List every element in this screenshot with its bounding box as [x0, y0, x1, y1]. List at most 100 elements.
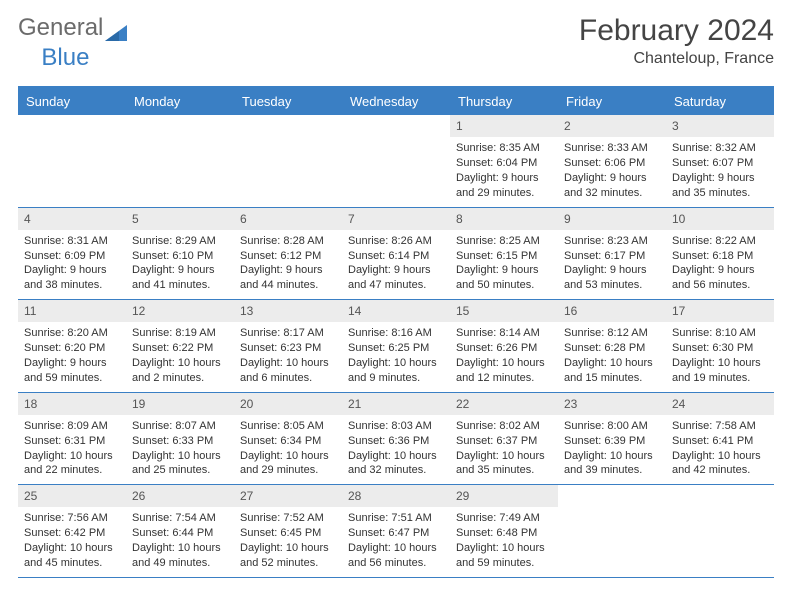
- sunset-text: Sunset: 6:15 PM: [456, 249, 552, 264]
- calendar-cell: 1 Sunrise: 8:35 AMSunset: 6:04 PMDaylight…: [450, 115, 558, 207]
- day-number: 24: [666, 393, 774, 415]
- sunrise-text: Sunrise: 7:54 AM: [132, 511, 228, 526]
- day-number: 9: [558, 208, 666, 230]
- dayhead-saturday: Saturday: [666, 88, 774, 115]
- day-number: 12: [126, 300, 234, 322]
- sunrise-text: Sunrise: 7:52 AM: [240, 511, 336, 526]
- day-number: 29: [450, 485, 558, 507]
- dayhead-sunday: Sunday: [18, 88, 126, 115]
- day-number: 6: [234, 208, 342, 230]
- calendar-cell: 3Sunrise: 8:32 AMSunset: 6:07 PMDaylight…: [666, 115, 774, 207]
- sunrise-text: Sunrise: 8:33 AM: [564, 141, 660, 156]
- logo-text-general: General: [18, 14, 103, 42]
- daylight-text: Daylight: 10 hours and 39 minutes.: [564, 449, 660, 479]
- sunrise-text: Sunrise: 8:17 AM: [240, 326, 336, 341]
- logo-text-blue: Blue: [41, 44, 89, 72]
- sunrise-text: Sunrise: 8:16 AM: [348, 326, 444, 341]
- sunrise-text: Sunrise: 8:31 AM: [24, 234, 120, 249]
- sunrise-text: Sunrise: 8:12 AM: [564, 326, 660, 341]
- sunset-text: Sunset: 6:45 PM: [240, 526, 336, 541]
- day-number: 7: [342, 208, 450, 230]
- day-number: 13: [234, 300, 342, 322]
- sunset-text: Sunset: 6:18 PM: [672, 249, 768, 264]
- sunset-text: Sunset: 6:44 PM: [132, 526, 228, 541]
- calendar-cell-empty: [342, 115, 450, 207]
- calendar-cell-empty: [666, 485, 774, 577]
- sunset-text: Sunset: 6:34 PM: [240, 434, 336, 449]
- daylight-text: Daylight: 9 hours and 59 minutes.: [24, 356, 120, 386]
- daylight-text: Daylight: 9 hours and 35 minutes.: [672, 171, 768, 201]
- calendar-cell: 29Sunrise: 7:49 AMSunset: 6:48 PMDayligh…: [450, 485, 558, 577]
- sunset-text: Sunset: 6:37 PM: [456, 434, 552, 449]
- day-number: 10: [666, 208, 774, 230]
- daylight-text: Daylight: 10 hours and 45 minutes.: [24, 541, 120, 571]
- dayhead-wednesday: Wednesday: [342, 88, 450, 115]
- calendar: Sunday Monday Tuesday Wednesday Thursday…: [18, 86, 774, 578]
- daylight-text: Daylight: 9 hours and 29 minutes.: [456, 171, 552, 201]
- daylight-text: Daylight: 10 hours and 15 minutes.: [564, 356, 660, 386]
- calendar-cell: 19Sunrise: 8:07 AMSunset: 6:33 PMDayligh…: [126, 393, 234, 485]
- daylight-text: Daylight: 10 hours and 56 minutes.: [348, 541, 444, 571]
- calendar-week: 4Sunrise: 8:31 AMSunset: 6:09 PMDaylight…: [18, 208, 774, 301]
- day-number: 28: [342, 485, 450, 507]
- calendar-cell: 2Sunrise: 8:33 AMSunset: 6:06 PMDaylight…: [558, 115, 666, 207]
- daylight-text: Daylight: 10 hours and 52 minutes.: [240, 541, 336, 571]
- sunset-text: Sunset: 6:26 PM: [456, 341, 552, 356]
- day-number: 27: [234, 485, 342, 507]
- sunset-text: Sunset: 6:36 PM: [348, 434, 444, 449]
- daylight-text: Daylight: 10 hours and 9 minutes.: [348, 356, 444, 386]
- sunrise-text: Sunrise: 8:00 AM: [564, 419, 660, 434]
- daylight-text: Daylight: 9 hours and 41 minutes.: [132, 263, 228, 293]
- daylight-text: Daylight: 10 hours and 29 minutes.: [240, 449, 336, 479]
- sunrise-text: Sunrise: 8:05 AM: [240, 419, 336, 434]
- daylight-text: Daylight: 10 hours and 32 minutes.: [348, 449, 444, 479]
- calendar-cell: 23Sunrise: 8:00 AMSunset: 6:39 PMDayligh…: [558, 393, 666, 485]
- sunset-text: Sunset: 6:25 PM: [348, 341, 444, 356]
- sunrise-text: Sunrise: 8:02 AM: [456, 419, 552, 434]
- calendar-cell: 15Sunrise: 8:14 AMSunset: 6:26 PMDayligh…: [450, 300, 558, 392]
- calendar-cell-empty: [558, 485, 666, 577]
- sunrise-text: Sunrise: 7:49 AM: [456, 511, 552, 526]
- day-number: 8: [450, 208, 558, 230]
- day-number: 2: [558, 115, 666, 137]
- calendar-cell: 9Sunrise: 8:23 AMSunset: 6:17 PMDaylight…: [558, 208, 666, 300]
- day-number: 19: [126, 393, 234, 415]
- daylight-text: Daylight: 9 hours and 44 minutes.: [240, 263, 336, 293]
- page-subtitle: Chanteloup, France: [579, 50, 774, 68]
- sunrise-text: Sunrise: 8:14 AM: [456, 326, 552, 341]
- sunset-text: Sunset: 6:20 PM: [24, 341, 120, 356]
- sunset-text: Sunset: 6:04 PM: [456, 156, 552, 171]
- sunrise-text: Sunrise: 8:32 AM: [672, 141, 768, 156]
- calendar-cell: 14 Sunrise: 8:16 AMSunset: 6:25 PMDayligh…: [342, 300, 450, 392]
- calendar-cell: 4Sunrise: 8:31 AMSunset: 6:09 PMDaylight…: [18, 208, 126, 300]
- daylight-text: Daylight: 9 hours and 38 minutes.: [24, 263, 120, 293]
- day-number: 26: [126, 485, 234, 507]
- sunrise-text: Sunrise: 8:25 AM: [456, 234, 552, 249]
- calendar-cell: 16Sunrise: 8:12 AMSunset: 6:28 PMDayligh…: [558, 300, 666, 392]
- sunrise-text: Sunrise: 8:20 AM: [24, 326, 120, 341]
- daylight-text: Daylight: 9 hours and 47 minutes.: [348, 263, 444, 293]
- sunset-text: Sunset: 6:22 PM: [132, 341, 228, 356]
- day-number: 4: [18, 208, 126, 230]
- calendar-cell: 12Sunrise: 8:19 AMSunset: 6:22 PMDayligh…: [126, 300, 234, 392]
- day-number: 18: [18, 393, 126, 415]
- day-number: 5: [126, 208, 234, 230]
- day-number: 1: [450, 115, 558, 137]
- sunrise-text: Sunrise: 8:03 AM: [348, 419, 444, 434]
- calendar-cell: 22Sunrise: 8:02 AMSunset: 6:37 PMDayligh…: [450, 393, 558, 485]
- sunrise-text: Sunrise: 8:10 AM: [672, 326, 768, 341]
- sunrise-text: Sunrise: 8:09 AM: [24, 419, 120, 434]
- dayhead-friday: Friday: [558, 88, 666, 115]
- daylight-text: Daylight: 10 hours and 22 minutes.: [24, 449, 120, 479]
- sunset-text: Sunset: 6:12 PM: [240, 249, 336, 264]
- calendar-cell: 18Sunrise: 8:09 AMSunset: 6:31 PMDayligh…: [18, 393, 126, 485]
- daylight-text: Daylight: 9 hours and 32 minutes.: [564, 171, 660, 201]
- sunrise-text: Sunrise: 8:26 AM: [348, 234, 444, 249]
- sunrise-text: Sunrise: 8:35 AM: [456, 141, 552, 156]
- daylight-text: Daylight: 10 hours and 49 minutes.: [132, 541, 228, 571]
- sunrise-text: Sunrise: 8:22 AM: [672, 234, 768, 249]
- daylight-text: Daylight: 9 hours and 50 minutes.: [456, 263, 552, 293]
- day-number: 14: [342, 300, 450, 322]
- sunset-text: Sunset: 6:41 PM: [672, 434, 768, 449]
- calendar-day-headers: Sunday Monday Tuesday Wednesday Thursday…: [18, 88, 774, 115]
